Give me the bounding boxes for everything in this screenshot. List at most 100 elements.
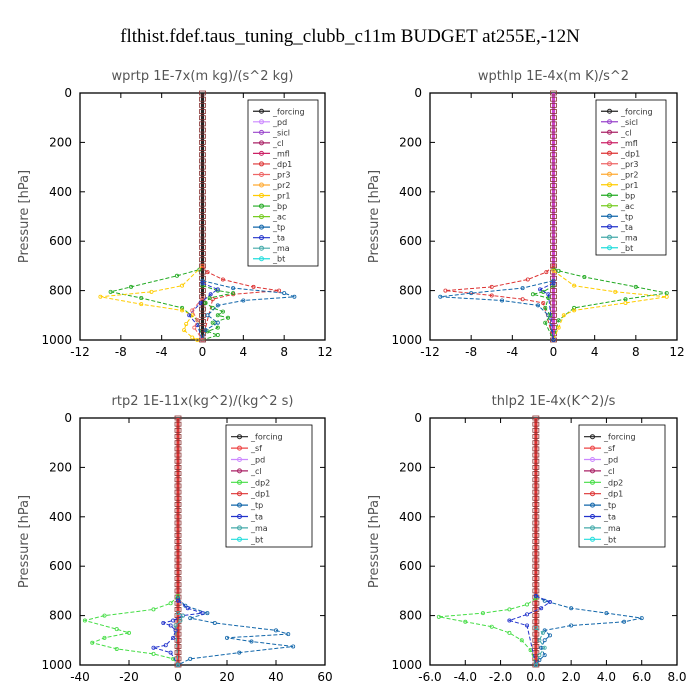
legend-marker-cl xyxy=(607,129,612,135)
x-tick-label: 8 xyxy=(280,345,288,359)
series-point-tp xyxy=(291,644,296,649)
series-point-ma xyxy=(533,663,538,668)
legend-label: _dp1 xyxy=(603,490,623,499)
series-point-ac xyxy=(203,300,208,305)
series-point-forcing xyxy=(199,238,206,244)
legend-marker-tp xyxy=(607,213,612,219)
legend-marker-dp1 xyxy=(590,491,595,497)
series-point-ma xyxy=(180,613,185,618)
legend-marker-pd xyxy=(237,457,242,462)
series-line-dp2 xyxy=(438,597,537,666)
x-tick-label: -4.0 xyxy=(454,670,477,684)
series-point-bp xyxy=(551,266,556,271)
legend-label: _ta xyxy=(603,513,616,522)
series-point-forcing xyxy=(174,477,182,483)
series-point-ac xyxy=(543,320,548,325)
series-point-dp2 xyxy=(533,596,538,601)
series-point-forcing xyxy=(532,557,540,563)
legend-label: _tp xyxy=(272,223,285,232)
legend-marker-bp xyxy=(607,192,612,198)
series-point-forcing xyxy=(199,288,206,294)
series-point-forcing xyxy=(550,275,557,281)
series-point-forcing xyxy=(174,526,182,532)
series-point-forcing xyxy=(532,434,540,439)
legend-label: _forcing xyxy=(272,107,305,116)
series-point-dp2 xyxy=(114,646,119,651)
panel-title: wprtp 1E-7x(m kg)/(s^2 kg) xyxy=(112,69,294,84)
series-point-tp xyxy=(536,303,541,308)
x-tick-label: -12 xyxy=(70,345,90,359)
series-point-dp2 xyxy=(102,613,107,618)
legend-label: _pd xyxy=(250,456,265,465)
legend-label: _tp xyxy=(603,501,616,510)
legend-marker-mfl xyxy=(607,140,612,146)
series-point-ta xyxy=(208,292,213,297)
series-point-forcing xyxy=(174,631,182,637)
series-line-pr1 xyxy=(553,270,667,341)
legend-label: _sicl xyxy=(272,128,290,137)
series-point-forcing xyxy=(532,588,540,594)
series-point-tp xyxy=(205,611,210,616)
legend-marker-pr1 xyxy=(259,193,264,199)
series-line-bp xyxy=(553,267,667,341)
legend-label: _pr3 xyxy=(620,160,638,169)
legend-marker-ta xyxy=(607,224,612,230)
series-point-forcing xyxy=(550,90,557,96)
y-tick-label: 1000 xyxy=(41,658,72,672)
x-tick-label: -8 xyxy=(115,345,127,359)
series-point-tp xyxy=(212,621,217,626)
series-point-bp xyxy=(197,267,202,272)
series-point-forcing xyxy=(174,569,182,575)
series-point-ta xyxy=(215,287,220,292)
series-point-forcing xyxy=(199,207,206,213)
series-point-ac xyxy=(226,315,231,320)
series-point-tp xyxy=(215,320,220,325)
series-point-forcing xyxy=(532,520,540,526)
series-point-pr3 xyxy=(200,296,205,301)
legend-marker-dp1 xyxy=(237,491,242,497)
series-point-dp1 xyxy=(277,288,282,293)
series-point-dp1 xyxy=(220,277,225,282)
x-tick-label: 0 xyxy=(174,670,182,684)
series-point-dp2 xyxy=(90,640,95,645)
series-point-ac xyxy=(210,320,215,325)
series-point-dp2 xyxy=(463,619,468,624)
legend-label: _bp xyxy=(272,202,287,211)
legend-label: _cl xyxy=(250,467,262,476)
series-point-forcing xyxy=(174,545,182,551)
legend: _forcing_pd_sicl_cl_mfl_dp1_pr3_pr2_pr1_… xyxy=(247,99,319,267)
series-point-pr1 xyxy=(149,289,154,294)
series-point-forcing xyxy=(199,96,206,102)
series-point-dp1 xyxy=(205,270,210,275)
series-point-forcing xyxy=(174,458,182,464)
series-point-forcing xyxy=(550,133,557,139)
series-point-forcing xyxy=(174,446,182,452)
legend-label: _cl xyxy=(603,467,615,476)
series-line-ac xyxy=(202,285,234,341)
panel-title: rtp2 1E-11x(kg^2)/(kg^2 s) xyxy=(112,394,294,409)
series-point-forcing xyxy=(532,440,540,446)
series-point-forcing xyxy=(550,238,557,244)
series-point-forcing xyxy=(199,177,206,182)
series-point-forcing xyxy=(199,232,206,238)
legend-marker-bp xyxy=(259,203,264,209)
series-point-pr1 xyxy=(556,325,561,330)
series-point-dp2 xyxy=(168,601,173,606)
legend-marker-dp2 xyxy=(237,479,242,485)
panel-title: wpthlp 1E-4x(m K)/s^2 xyxy=(478,69,629,84)
series-point-dp2 xyxy=(175,593,180,598)
page-title: flthist.fdef.taus_tuning_clubb_c11m BUDG… xyxy=(120,26,580,47)
series-point-forcing xyxy=(199,183,206,189)
legend-marker-ma xyxy=(237,525,242,531)
series-point-ac xyxy=(551,283,556,288)
series-point-forcing xyxy=(550,152,557,158)
series-point-forcing xyxy=(199,139,206,145)
series-point-forcing xyxy=(174,452,182,458)
series-point-forcing xyxy=(550,201,557,207)
series-point-bp xyxy=(633,284,638,289)
series-point-forcing xyxy=(550,294,557,300)
legend-label: _dp2 xyxy=(603,478,623,487)
series-point-tp xyxy=(551,278,556,283)
series-point-tp xyxy=(273,628,278,633)
series-point-pr1 xyxy=(572,308,577,313)
